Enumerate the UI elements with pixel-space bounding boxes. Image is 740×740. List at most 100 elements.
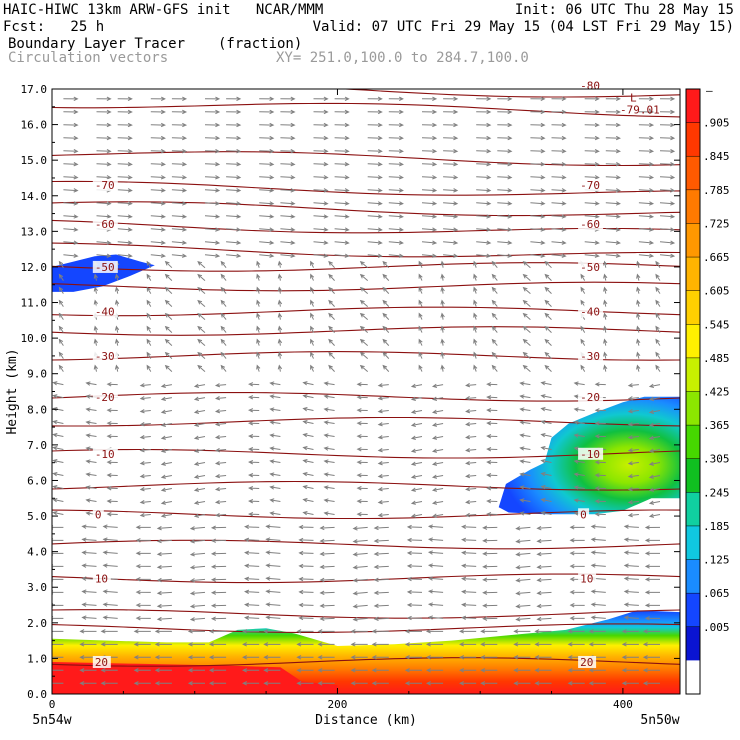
temperature-contour-line xyxy=(52,392,680,402)
circulation-vector xyxy=(187,655,205,660)
circulation-vector xyxy=(605,122,621,128)
circulation-vector xyxy=(114,286,120,294)
circulation-vector xyxy=(328,260,335,269)
circulation-vector xyxy=(459,681,477,686)
circulation-vector xyxy=(244,537,260,543)
circulation-vector xyxy=(52,590,64,595)
circulation-vector xyxy=(486,499,498,504)
circulation-vector xyxy=(655,273,661,281)
circulation-vector xyxy=(350,668,368,673)
circulation-vector xyxy=(208,681,227,686)
circulation-vector xyxy=(425,642,444,647)
circulation-vector xyxy=(334,188,350,193)
circulation-vector xyxy=(93,273,98,281)
circulation-vector xyxy=(52,682,64,684)
circulation-vector xyxy=(171,175,188,180)
circulation-vector xyxy=(189,604,206,609)
circulation-vector xyxy=(244,563,260,569)
circulation-vector xyxy=(193,396,206,401)
colorbar-swatch xyxy=(686,89,700,124)
circulation-vector xyxy=(584,253,600,258)
circulation-vector xyxy=(214,447,227,453)
circulation-vector xyxy=(418,299,423,307)
y-tick-label: 13.0 xyxy=(21,225,48,238)
circulation-vector xyxy=(522,325,531,333)
circulation-vector xyxy=(96,148,112,154)
circulation-vector xyxy=(638,253,655,258)
circulation-vector xyxy=(382,260,390,269)
circulation-vector xyxy=(52,394,64,399)
circulation-vector xyxy=(302,446,314,451)
circulation-vector xyxy=(106,486,118,491)
circulation-vector xyxy=(102,615,118,620)
circulation-vector xyxy=(569,525,585,530)
contour-label: -10 xyxy=(580,448,600,461)
circulation-vector xyxy=(540,433,552,438)
circulation-vector xyxy=(480,655,498,660)
circulation-vector xyxy=(522,286,531,294)
contour-label: -80 xyxy=(580,79,600,92)
circulation-vector xyxy=(259,201,275,206)
circulation-vector xyxy=(93,286,98,294)
circulation-vector xyxy=(465,382,477,388)
circulation-vector xyxy=(171,135,188,141)
circulation-vector xyxy=(204,240,221,245)
circulation-vector xyxy=(515,617,531,622)
circulation-vector xyxy=(323,433,335,438)
circulation-vector xyxy=(519,394,531,399)
right-endpoint-label: 5n50w xyxy=(640,713,679,728)
circulation-vector xyxy=(280,148,296,154)
circulation-vector xyxy=(659,214,676,219)
circulation-vector xyxy=(164,338,173,346)
contour-label-bg xyxy=(92,390,118,403)
circulation-vector xyxy=(536,590,552,596)
circulation-vector xyxy=(277,299,283,307)
circulation-vector xyxy=(603,273,608,281)
contour-label-bg xyxy=(578,305,604,318)
colorbar-level-label: .125 xyxy=(703,554,730,567)
circulation-vector xyxy=(627,448,639,453)
circulation-vector xyxy=(356,395,368,400)
circulation-vector xyxy=(425,629,444,634)
circulation-vector xyxy=(594,408,606,413)
circulation-vector xyxy=(648,422,661,427)
circulation-vector xyxy=(476,109,492,115)
circulation-vector xyxy=(106,460,118,465)
circulation-vector xyxy=(52,381,64,386)
colorbar: – .905 .845 .785 .725 .665 .605 .545 .485 .425 .36… xyxy=(685,84,730,695)
colorbar-level-label: .365 xyxy=(703,419,730,432)
circulation-vector xyxy=(204,188,221,193)
circulation-vector xyxy=(659,162,676,167)
circulation-vector xyxy=(530,122,546,128)
circulation-vector xyxy=(603,299,608,307)
circulation-vector xyxy=(160,409,172,414)
circulation-vector xyxy=(473,260,478,268)
circulation-vector xyxy=(371,629,389,634)
circulation-vector xyxy=(146,260,152,268)
circulation-vector xyxy=(461,537,477,543)
circulation-vector xyxy=(323,381,335,386)
circulation-vector xyxy=(373,616,389,622)
circulation-vector xyxy=(52,564,64,569)
circulation-vector xyxy=(594,421,606,426)
circulation-vector xyxy=(476,240,492,245)
circulation-vector xyxy=(164,299,173,307)
circulation-vector xyxy=(193,448,206,453)
circulation-vector xyxy=(265,602,281,607)
y-tick-label: 17.0 xyxy=(21,83,48,96)
circulation-vector xyxy=(317,629,335,634)
circulation-vector xyxy=(350,681,368,686)
circulation-vector xyxy=(603,312,608,320)
circulation-vector xyxy=(638,122,655,128)
circulation-vector xyxy=(139,486,151,492)
circulation-vector xyxy=(603,338,608,346)
colorbar-swatch xyxy=(686,324,700,359)
circulation-vector xyxy=(164,364,173,372)
circulation-vector xyxy=(373,538,389,544)
y-tick-label: 14.0 xyxy=(21,190,48,203)
circulation-vector xyxy=(476,122,492,128)
circulation-vector xyxy=(476,135,492,141)
circulation-vector xyxy=(58,286,64,294)
circulation-vector xyxy=(96,175,112,180)
circulation-vector xyxy=(367,188,383,193)
